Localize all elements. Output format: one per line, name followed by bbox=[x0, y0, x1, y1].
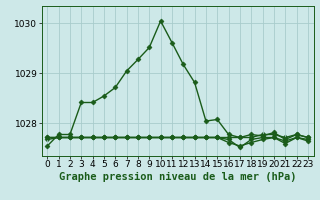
X-axis label: Graphe pression niveau de la mer (hPa): Graphe pression niveau de la mer (hPa) bbox=[59, 172, 296, 182]
